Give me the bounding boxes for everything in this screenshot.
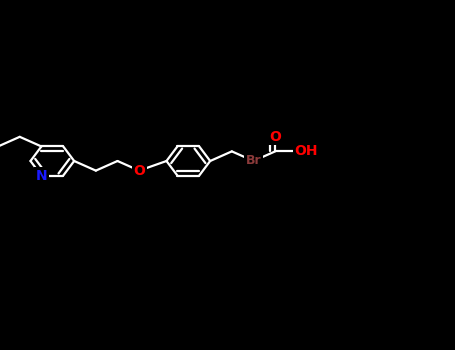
Text: OH: OH	[295, 144, 318, 158]
Text: Br: Br	[246, 154, 261, 168]
Text: N: N	[35, 169, 47, 183]
Text: O: O	[133, 163, 145, 177]
Text: O: O	[269, 130, 281, 144]
